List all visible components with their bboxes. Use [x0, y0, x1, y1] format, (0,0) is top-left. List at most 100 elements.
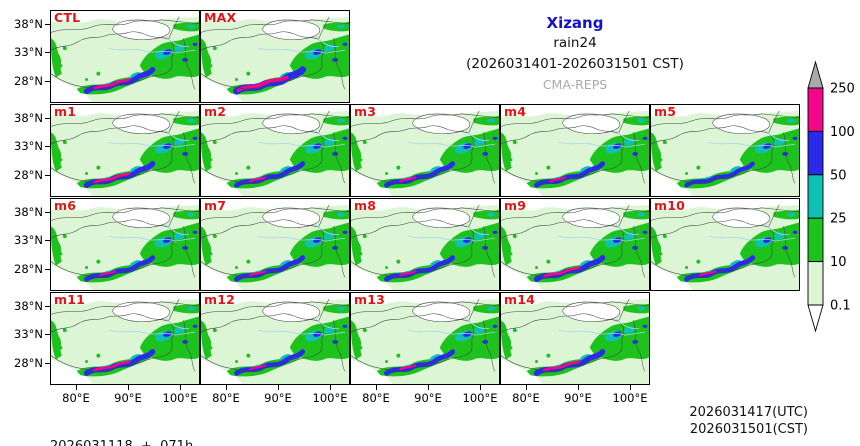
- lon-tick-label: 90°E: [564, 391, 592, 405]
- lon-tick-label: 90°E: [264, 391, 292, 405]
- lon-tick-mark: [128, 385, 130, 390]
- panel-CTL: CTL: [50, 10, 200, 103]
- lat-tick-label: 28°N: [14, 74, 43, 88]
- precip-map: [51, 298, 199, 384]
- footer-init-times: 2026031118 + 071h 2026031202 + 071h: [50, 404, 193, 446]
- lon-tick-mark: [480, 385, 482, 390]
- panel-MAX: MAX: [200, 10, 350, 103]
- lon-tick-mark: [376, 385, 378, 390]
- precip-map: [501, 110, 649, 196]
- colorbar-tick-label: 250: [830, 82, 855, 97]
- lon-tick-mark: [578, 385, 580, 390]
- lon-tick-label: 90°E: [414, 391, 442, 405]
- panel-label: m1: [54, 104, 77, 119]
- panel-m8: m8: [350, 198, 500, 291]
- precip-map: [201, 110, 349, 196]
- lon-tick-mark: [278, 385, 280, 390]
- lon-tick-label: 80°E: [512, 391, 540, 405]
- lat-tick-mark: [45, 269, 50, 271]
- footer-valid-times: 2026031417(UTC) 2026031501(CST): [689, 404, 808, 438]
- precip-map: [351, 110, 499, 196]
- lon-tick-label: 100°E: [162, 391, 198, 405]
- lon-tick-mark: [180, 385, 182, 390]
- lat-tick-mark: [45, 52, 50, 54]
- panel-label: MAX: [204, 10, 237, 25]
- panel-m5: m5: [650, 104, 800, 197]
- precip-map: [51, 16, 199, 102]
- precip-map: [351, 298, 499, 384]
- lat-tick-label: 33°N: [14, 139, 43, 153]
- panel-m4: m4: [500, 104, 650, 197]
- footer-valid-cst: 2026031501(CST): [689, 422, 808, 437]
- lat-tick-mark: [45, 118, 50, 120]
- panel-m9: m9: [500, 198, 650, 291]
- lat-tick-mark: [45, 306, 50, 308]
- lon-tick-mark: [226, 385, 228, 390]
- lat-tick-mark: [45, 334, 50, 336]
- lat-tick-label: 28°N: [14, 262, 43, 276]
- panel-label: m12: [204, 292, 236, 307]
- panel-m10: m10: [650, 198, 800, 291]
- lon-tick-mark: [526, 385, 528, 390]
- panel-m6: m6: [50, 198, 200, 291]
- colorbar-over-arrow: [807, 60, 824, 89]
- panel-m12: m12: [200, 292, 350, 385]
- colorbar-segment: [807, 87, 824, 132]
- lat-tick-label: 38°N: [14, 17, 43, 31]
- title-model: CMA-REPS: [542, 77, 608, 92]
- colorbar-tick-label: 0.1: [830, 299, 851, 314]
- precip-map: [51, 204, 199, 290]
- lon-tick-label: 100°E: [612, 391, 648, 405]
- precip-map: [351, 204, 499, 290]
- title-period: (2026031401-2026031501 CST): [466, 56, 684, 72]
- lat-tick-mark: [45, 175, 50, 177]
- lon-tick-mark: [630, 385, 632, 390]
- panel-label: m2: [204, 104, 227, 119]
- panel-m2: m2: [200, 104, 350, 197]
- colorbar-segment: [807, 174, 824, 219]
- precip-map: [201, 16, 349, 102]
- lon-tick-label: 80°E: [62, 391, 90, 405]
- title-region: Xizang: [546, 14, 604, 32]
- panel-m11: m11: [50, 292, 200, 385]
- lat-tick-label: 33°N: [14, 45, 43, 59]
- panel-m7: m7: [200, 198, 350, 291]
- precip-map: [651, 204, 799, 290]
- lat-tick-mark: [45, 240, 50, 242]
- panel-label: m11: [54, 292, 86, 307]
- colorbar-tick-label: 10: [830, 255, 847, 270]
- lat-tick-label: 38°N: [14, 111, 43, 125]
- panel-label: m7: [204, 198, 227, 213]
- footer-init-line-1: 2026031118 + 071h: [50, 438, 193, 446]
- precip-map: [51, 110, 199, 196]
- precip-map: [501, 298, 649, 384]
- panel-label: m4: [504, 104, 527, 119]
- precip-map: [201, 298, 349, 384]
- panel-label: m13: [354, 292, 386, 307]
- lon-tick-mark: [428, 385, 430, 390]
- lon-tick-label: 80°E: [362, 391, 390, 405]
- lon-tick-label: 80°E: [212, 391, 240, 405]
- colorbar-segment: [807, 130, 824, 176]
- lat-tick-mark: [45, 363, 50, 365]
- panel-label: m9: [504, 198, 527, 213]
- lat-tick-label: 38°N: [14, 205, 43, 219]
- colorbar-segment: [807, 261, 824, 306]
- panel-m14: m14: [500, 292, 650, 385]
- panel-label: CTL: [54, 10, 81, 25]
- lat-tick-mark: [45, 212, 50, 214]
- panel-label: m6: [54, 198, 77, 213]
- panel-label: m14: [504, 292, 536, 307]
- lat-tick-label: 28°N: [14, 168, 43, 182]
- colorbar-under-arrow: [807, 304, 824, 333]
- lon-tick-label: 90°E: [114, 391, 142, 405]
- colorbar-tick-label: 50: [830, 168, 847, 183]
- lon-tick-label: 100°E: [312, 391, 348, 405]
- lat-tick-label: 33°N: [14, 233, 43, 247]
- panel-m3: m3: [350, 104, 500, 197]
- lon-tick-label: 100°E: [462, 391, 498, 405]
- colorbar-segment: [807, 217, 824, 263]
- footer-valid-utc: 2026031417(UTC): [689, 405, 808, 420]
- lat-tick-mark: [45, 24, 50, 26]
